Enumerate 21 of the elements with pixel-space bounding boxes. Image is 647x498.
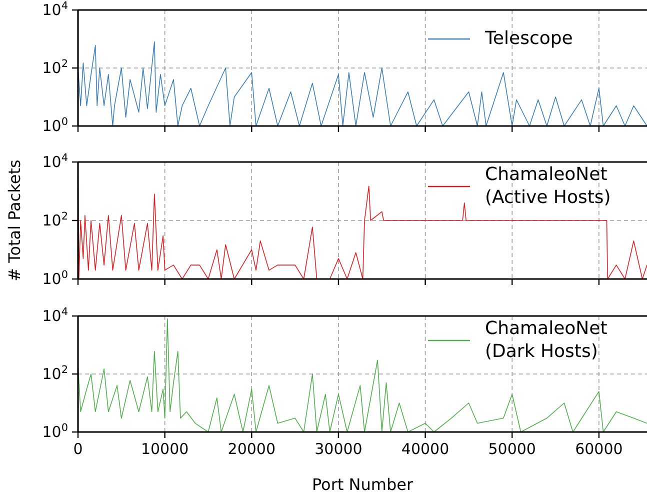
legend-label: ChamaleoNet (Active Hosts) bbox=[485, 164, 611, 208]
y-tick-label: 10$^{2}$ bbox=[42, 58, 68, 77]
y-tick-label: 10$^{4}$ bbox=[42, 152, 68, 171]
x-tick-label: 60000 bbox=[575, 440, 623, 458]
legend-label: ChamaleoNet (Dark Hosts) bbox=[485, 318, 608, 362]
y-axis-title: # Total Packets bbox=[5, 160, 24, 282]
x-tick-label: 30000 bbox=[314, 440, 362, 458]
x-tick-label: 50000 bbox=[488, 440, 536, 458]
y-tick-label: 10$^{2}$ bbox=[42, 364, 68, 383]
y-tick-label: 10$^{0}$ bbox=[42, 116, 68, 135]
legend-label: Telescope bbox=[484, 28, 573, 49]
y-tick-label: 10$^{2}$ bbox=[42, 210, 68, 230]
x-tick-label: 40000 bbox=[401, 440, 450, 458]
y-tick-label: 10$^{0}$ bbox=[42, 422, 68, 441]
x-axis-title: Port Number bbox=[312, 475, 414, 494]
x-tick-label: 0 bbox=[73, 440, 83, 458]
x-tick-label: 10000 bbox=[140, 440, 189, 458]
y-tick-label: 10$^{4}$ bbox=[42, 0, 68, 19]
y-tick-label: 10$^{0}$ bbox=[42, 269, 68, 288]
y-tick-label: 10$^{4}$ bbox=[42, 306, 68, 325]
x-tick-label: 20000 bbox=[228, 440, 276, 458]
